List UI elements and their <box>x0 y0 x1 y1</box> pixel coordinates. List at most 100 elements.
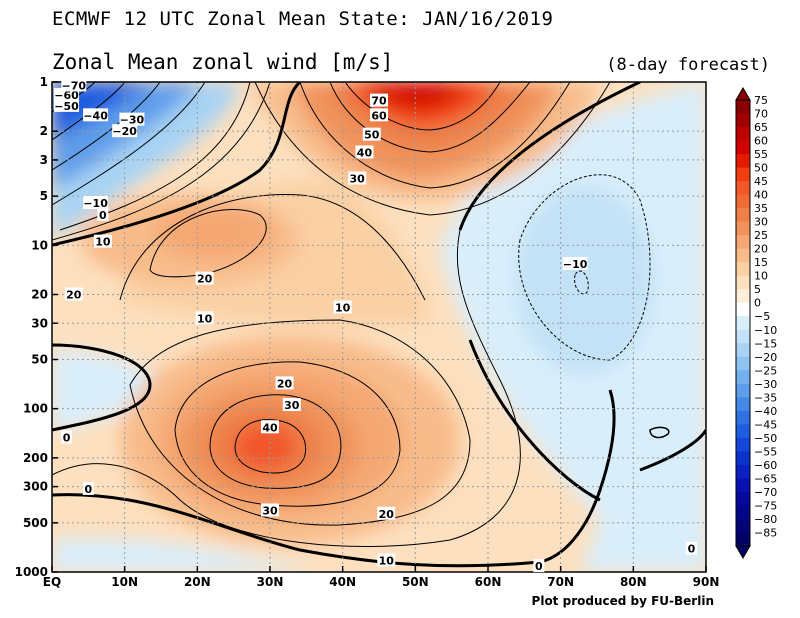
contour-label-bg <box>685 541 697 555</box>
colorbar-top-arrow <box>735 87 751 101</box>
colorbar-swatch <box>736 262 750 277</box>
contour-label: 30 <box>284 399 300 412</box>
credit-text: Plot produced by FU-Berlin <box>531 594 714 608</box>
colorbar-label: −30 <box>754 378 777 391</box>
contour-label: −10 <box>83 197 108 210</box>
colorbar-swatch <box>736 410 750 425</box>
x-tick-label: 40N <box>329 575 356 589</box>
colorbar-label: 35 <box>754 202 768 215</box>
contour-label: 10 <box>379 554 395 567</box>
contour-label-bg <box>562 256 588 270</box>
contour-label-bg <box>377 553 396 567</box>
colorbar-swatch <box>736 194 750 209</box>
colorbar-swatch <box>736 208 750 223</box>
colorbar-swatch <box>736 167 750 182</box>
y-tick-label: 2 <box>40 124 48 138</box>
contour-label: 10 <box>197 312 213 325</box>
colorbar-label: 40 <box>754 189 768 202</box>
colorbar-swatch <box>736 478 750 493</box>
contour-label-bg <box>112 124 138 138</box>
colorbar-label: −70 <box>754 486 777 499</box>
contour-label-bg <box>61 430 73 444</box>
contour-label-bg <box>93 234 112 248</box>
contour-label-bg <box>195 311 214 325</box>
contour-label-bg <box>377 506 396 520</box>
contour-label: 20 <box>66 289 82 302</box>
contour-label-bg <box>333 300 352 314</box>
y-tick-label: 1 <box>40 75 48 89</box>
contour-label: −20 <box>112 125 137 138</box>
colorbar-swatch <box>736 235 750 250</box>
x-tick-label: 70N <box>547 575 574 589</box>
contour-label: 10 <box>95 236 111 249</box>
colorbar-swatch <box>736 113 750 128</box>
y-tick-label: 30 <box>31 316 48 330</box>
colorbar-swatch <box>736 451 750 466</box>
contour-label-bg <box>282 398 301 412</box>
colorbar-label: 65 <box>754 121 768 134</box>
contour-label-bg <box>362 127 381 141</box>
colorbar-swatch <box>736 343 750 358</box>
contour-label: 0 <box>63 431 71 444</box>
contour-label: 50 <box>364 129 380 142</box>
contour-label-bg <box>261 420 279 434</box>
x-tick-label: 20N <box>184 575 211 589</box>
colorbar-swatch <box>736 140 750 155</box>
y-axis: 1 2 3 5 10 20 30 50 100 200 300 500 1000 <box>15 75 58 579</box>
plot-frame <box>51 81 707 573</box>
colorbar-label: −5 <box>754 310 770 323</box>
contour-label: −40 <box>83 109 108 122</box>
colorbar-swatch <box>736 248 750 263</box>
contour-label: 0 <box>85 483 93 496</box>
colorbar-swatch <box>736 383 750 398</box>
contour-label: 40 <box>357 146 373 159</box>
colorbar-swatch <box>736 316 750 331</box>
contour-label-bg <box>119 112 145 126</box>
contour-label-bg <box>355 145 374 159</box>
colorbar-swatch <box>736 329 750 344</box>
contour-label: −10 <box>563 258 588 271</box>
colorbar-label: −15 <box>754 337 777 350</box>
colorbar-swatch <box>736 437 750 452</box>
contour-label-bg <box>54 98 80 112</box>
colorbar-label: 60 <box>754 135 768 148</box>
colorbar-label: −60 <box>754 459 777 472</box>
colorbar-swatch <box>736 154 750 169</box>
contour-label: 0 <box>688 543 696 556</box>
contour-label-bg <box>83 108 109 122</box>
colorbar-label: 55 <box>754 148 768 161</box>
x-tick-label: 10N <box>111 575 138 589</box>
contour-label: 20 <box>277 377 293 390</box>
colorbar-swatch <box>736 302 750 317</box>
colorbar-label: 25 <box>754 229 768 242</box>
colorbar-swatch <box>736 356 750 371</box>
y-tick-label: 500 <box>23 516 48 530</box>
colorbar-label: −75 <box>754 499 777 512</box>
colorbar-label: 75 <box>754 94 768 107</box>
x-tick-label: 30N <box>257 575 284 589</box>
y-tick-label: 10 <box>31 238 48 252</box>
y-tick-label: 3 <box>40 153 48 167</box>
colorbar-swatch <box>736 289 750 304</box>
x-tick-label: 60N <box>475 575 502 589</box>
x-tick-label: 90N <box>693 575 720 589</box>
colorbar-swatch <box>736 100 750 115</box>
contour-label: 20 <box>197 273 213 286</box>
colorbar-label: 50 <box>754 162 768 175</box>
colorbar: 757065605550454035302520151050−5−10−15−2… <box>735 87 777 559</box>
x-axis: EQ 10N 20N 30N 40N 50N 60N 70N 80N 90N <box>43 566 720 589</box>
contour-label: 40 <box>262 421 278 434</box>
contour-label: −60 <box>54 89 79 102</box>
y-tick-label: 20 <box>31 288 48 302</box>
contour-labels: 706050403020201010100−10−10−20−30−40−50−… <box>54 78 697 573</box>
contour-label: 30 <box>350 173 366 186</box>
contour-label-bg <box>275 376 294 390</box>
contour-label: 20 <box>379 508 395 521</box>
contour-label-bg <box>97 207 109 221</box>
y-tick-label: 300 <box>23 480 48 494</box>
colorbar-label: −80 <box>754 513 777 526</box>
forecast-annotation: (8-day forecast) <box>606 55 770 75</box>
contour-label-bg <box>348 171 367 185</box>
y-tick-label: 200 <box>23 451 48 465</box>
